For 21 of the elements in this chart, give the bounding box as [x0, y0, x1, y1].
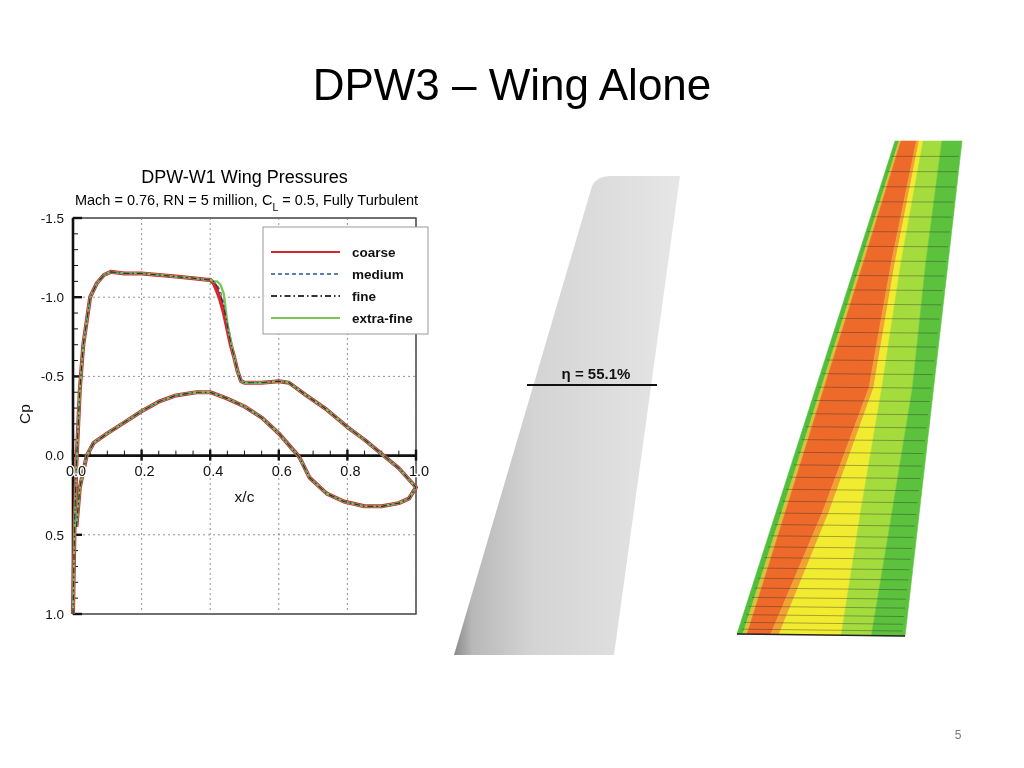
y-axis-title: Cp	[16, 404, 33, 424]
y-tick-label: 0.0	[45, 448, 64, 464]
x-tick-label: 0.6	[271, 462, 292, 479]
text: fine	[352, 288, 377, 304]
x-tick-label: 0.4	[203, 462, 224, 479]
text: DPW3 – Wing Alone	[312, 60, 712, 109]
chart-title: DPW-W1 Wing Pressures	[141, 167, 348, 187]
x-axis-title: x/c	[234, 487, 255, 505]
x-tick-label: 0.2	[134, 462, 155, 479]
y-tick-label: -0.5	[40, 369, 64, 385]
y-tick-label: 0.5	[45, 527, 64, 543]
text: coarse	[352, 244, 397, 260]
text: medium	[352, 266, 404, 282]
y-tick-label: -1.5	[40, 210, 64, 226]
text: extra-fine	[352, 310, 414, 326]
text: 5	[954, 728, 962, 742]
x-tick-label: 0.8	[340, 462, 361, 479]
text: η = 55.1%	[561, 365, 631, 382]
y-tick-label: 1.0	[45, 606, 64, 622]
y-tick-label: -1.0	[40, 289, 64, 305]
chart-subtitle: Mach = 0.76, RN = 5 million, C$_{L}$ = 0.5, Fully Turbulent	[74, 192, 419, 213]
